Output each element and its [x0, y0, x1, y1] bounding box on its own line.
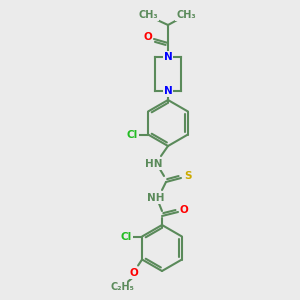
Text: N: N	[164, 52, 172, 62]
Text: O: O	[144, 32, 152, 42]
Text: C₂H₅: C₂H₅	[110, 283, 134, 292]
Text: N: N	[164, 52, 172, 62]
Text: Cl: Cl	[121, 232, 132, 242]
Text: CH₃: CH₃	[176, 10, 196, 20]
Text: S: S	[184, 171, 192, 181]
Text: N: N	[164, 86, 172, 96]
Text: Cl: Cl	[127, 130, 138, 140]
Text: HN: HN	[145, 159, 163, 169]
Text: O: O	[180, 205, 188, 215]
Text: CH₃: CH₃	[138, 10, 158, 20]
Text: O: O	[130, 268, 139, 278]
Text: NH: NH	[147, 193, 165, 203]
